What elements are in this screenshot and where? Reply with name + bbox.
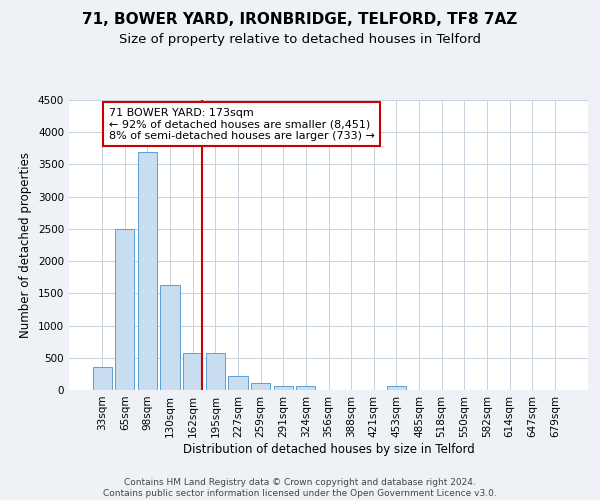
Bar <box>229 376 248 390</box>
Bar <box>206 352 225 390</box>
Bar <box>92 368 112 390</box>
Bar <box>115 229 134 390</box>
Bar <box>183 352 202 390</box>
Y-axis label: Number of detached properties: Number of detached properties <box>19 152 32 338</box>
Bar <box>160 286 180 390</box>
Bar <box>251 383 270 390</box>
Text: 71, BOWER YARD, IRONBRIDGE, TELFORD, TF8 7AZ: 71, BOWER YARD, IRONBRIDGE, TELFORD, TF8… <box>82 12 518 28</box>
Bar <box>387 386 406 390</box>
X-axis label: Distribution of detached houses by size in Telford: Distribution of detached houses by size … <box>182 442 475 456</box>
Text: Size of property relative to detached houses in Telford: Size of property relative to detached ho… <box>119 32 481 46</box>
Text: 71 BOWER YARD: 173sqm
← 92% of detached houses are smaller (8,451)
8% of semi-de: 71 BOWER YARD: 173sqm ← 92% of detached … <box>109 108 375 141</box>
Bar <box>138 152 157 390</box>
Bar <box>274 386 293 390</box>
Bar <box>296 386 316 390</box>
Text: Contains HM Land Registry data © Crown copyright and database right 2024.
Contai: Contains HM Land Registry data © Crown c… <box>103 478 497 498</box>
